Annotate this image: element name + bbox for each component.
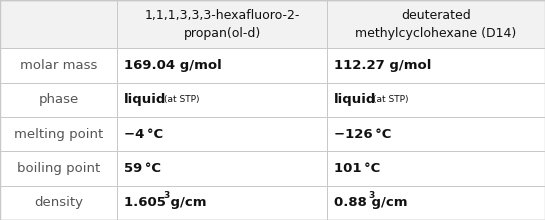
Text: molar mass: molar mass [20, 59, 97, 72]
Text: deuterated
methylcyclohexane (D14): deuterated methylcyclohexane (D14) [355, 9, 517, 40]
Text: 0.88 g/cm: 0.88 g/cm [334, 196, 407, 209]
Text: boiling point: boiling point [17, 162, 100, 175]
Text: liquid: liquid [124, 93, 166, 106]
Text: 112.27 g/mol: 112.27 g/mol [334, 59, 431, 72]
Text: 59 °C: 59 °C [124, 162, 161, 175]
Text: liquid: liquid [334, 93, 376, 106]
Text: −126 °C: −126 °C [334, 128, 391, 141]
Text: phase: phase [39, 93, 78, 106]
Text: melting point: melting point [14, 128, 103, 141]
Text: (at STP): (at STP) [164, 95, 199, 104]
Bar [0, 0, 545, 48]
Text: density: density [34, 196, 83, 209]
Text: (at STP): (at STP) [373, 95, 409, 104]
Text: 169.04 g/mol: 169.04 g/mol [124, 59, 221, 72]
Text: 3: 3 [163, 191, 169, 200]
Text: 3: 3 [369, 191, 375, 200]
Text: 101 °C: 101 °C [334, 162, 380, 175]
Text: −4 °C: −4 °C [124, 128, 163, 141]
Text: 1,1,1,3,3,3-hexafluoro-2-
propan(ol-d): 1,1,1,3,3,3-hexafluoro-2- propan(ol-d) [144, 9, 300, 40]
Text: 1.605 g/cm: 1.605 g/cm [124, 196, 206, 209]
